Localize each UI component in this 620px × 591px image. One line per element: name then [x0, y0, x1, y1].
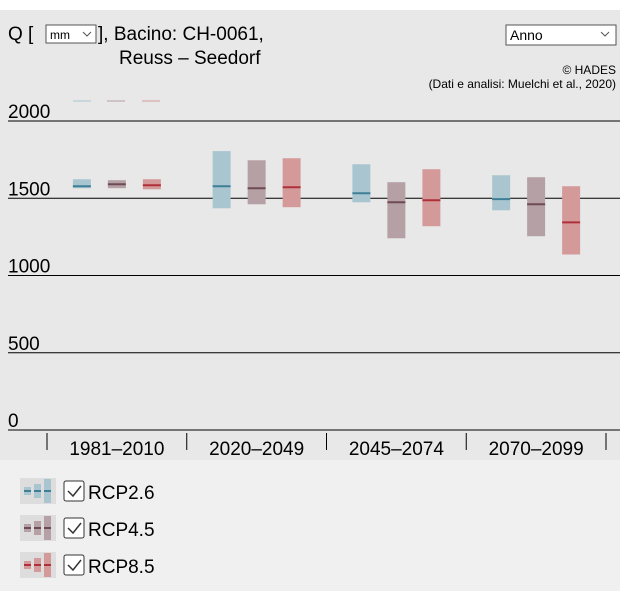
range-box [422, 169, 441, 227]
range-box [72, 179, 91, 189]
y-tick-label: 0 [8, 411, 19, 432]
legend-checkbox[interactable] [63, 480, 85, 502]
y-tick-label: 2000 [8, 102, 50, 123]
x-tick-label: 2070–2099 [489, 439, 584, 460]
legend-checkbox[interactable] [63, 517, 85, 539]
range-box [352, 164, 371, 203]
source: (Dati e analisi: Muelchi et al., 2020) [429, 77, 616, 91]
range-box [527, 177, 546, 237]
legend-check[interactable] [67, 559, 82, 572]
select-arrow [600, 31, 610, 37]
title-prefix: Q [ [8, 24, 34, 45]
unit-select-label[interactable]: mm [50, 28, 70, 42]
y-tick-label: 500 [8, 334, 40, 355]
legend-background [0, 460, 620, 591]
legend-label[interactable]: RCP4.5 [88, 520, 155, 541]
range-box [142, 179, 161, 190]
select-arrow [82, 31, 92, 37]
legend-checkbox[interactable] [63, 554, 85, 576]
credit: © HADES [562, 63, 616, 77]
unit-select[interactable] [45, 24, 97, 44]
x-tick-label: 2020–2049 [209, 439, 304, 460]
y-tick-label: 1000 [8, 257, 50, 278]
legend-check[interactable] [67, 485, 82, 498]
y-tick-label: 1500 [8, 179, 50, 200]
legend-label[interactable]: RCP8.5 [88, 557, 155, 578]
range-box [387, 182, 406, 239]
plot-background [0, 10, 620, 460]
range-box [562, 186, 581, 255]
range-box [282, 158, 301, 208]
legend-check[interactable] [67, 522, 82, 535]
range-box [247, 160, 266, 205]
legend-label[interactable]: RCP2.6 [88, 483, 155, 504]
range-box [492, 175, 511, 211]
x-tick-label: 1981–2010 [69, 439, 164, 460]
period-select-label[interactable]: Anno [510, 27, 543, 43]
title-suffix: ], Bacino: CH-0061, [98, 24, 264, 45]
range-box [212, 151, 231, 209]
period-select[interactable] [505, 24, 617, 46]
x-tick-label: 2045–2074 [349, 439, 445, 460]
subtitle: Reuss – Seedorf [119, 48, 261, 69]
